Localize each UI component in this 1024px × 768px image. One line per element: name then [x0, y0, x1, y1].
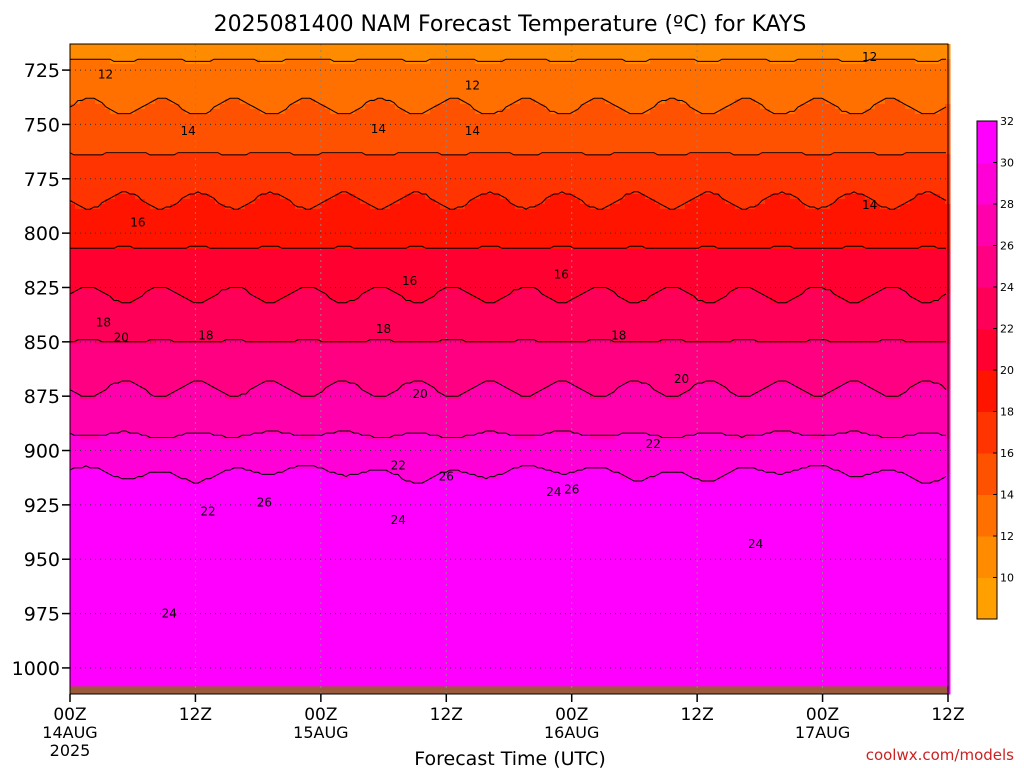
contour-26	[69, 380, 947, 397]
colorbar-label: 22	[1000, 323, 1014, 336]
colorbar-label: 30	[1000, 157, 1014, 170]
x-date-label: 16AUG	[544, 723, 599, 742]
x-axis-label: Forecast Time (UTC)	[414, 748, 605, 768]
contour-12	[70, 58, 946, 62]
x-tick-label: 12Z	[931, 705, 964, 725]
colorbar-segment	[977, 411, 997, 454]
contour-label: 24	[546, 485, 561, 499]
colorbar-label: 12	[1000, 530, 1014, 543]
y-tick-label: 975	[24, 604, 60, 626]
y-tick-label: 875	[24, 386, 60, 408]
contour-label: 24	[162, 607, 177, 621]
colorbar-label: 26	[1000, 240, 1014, 253]
colorbar-segment	[977, 204, 997, 246]
colorbar-segment	[977, 577, 997, 620]
y-tick-label: 775	[24, 169, 60, 191]
contour-24	[70, 339, 946, 343]
contour-label: 26	[439, 470, 454, 484]
contour-label: 16	[130, 215, 145, 229]
contour-label: 22	[391, 459, 406, 473]
contour-label: 20	[114, 330, 129, 344]
contour-label: 12	[98, 67, 113, 81]
ground-band	[70, 686, 948, 694]
colorbar-segment	[977, 453, 997, 495]
contour-label: 14	[862, 198, 877, 212]
x-date-label: 17AUG	[795, 723, 850, 742]
contour-label: 26	[564, 483, 579, 497]
contour-16	[69, 152, 946, 156]
y-tick-label: 900	[24, 441, 60, 463]
x-tick-label: 00Z	[806, 705, 839, 725]
y-tick-label: 850	[24, 332, 60, 354]
contour-label: 24	[391, 513, 406, 527]
contour-label: 14	[180, 124, 195, 138]
credit-text: coolwx.com/models	[866, 746, 1014, 764]
x-tick-label: 00Z	[555, 705, 588, 725]
contour-label: 16	[402, 274, 417, 288]
y-tick-label: 725	[24, 60, 60, 82]
colorbar-segment	[977, 370, 997, 412]
colorbar-segment	[977, 494, 997, 537]
contour-28	[69, 430, 946, 439]
contour-label: 14	[371, 122, 386, 136]
contour-label: 14	[465, 124, 480, 138]
contour-label: 24	[748, 537, 763, 551]
colorbar-label: 16	[1000, 447, 1014, 460]
colorbar: 10 12 14 16 18 20 22 24 26 28 30 32	[976, 115, 1014, 620]
x-tick-label: 12Z	[179, 705, 212, 725]
y-tick-label: 825	[24, 277, 60, 299]
contour-label: 22	[646, 437, 661, 451]
contour-label: 26	[257, 496, 272, 510]
y-tick-label: 750	[24, 114, 60, 136]
colorbar-segment	[977, 245, 997, 288]
colorbar-segment	[977, 536, 997, 578]
contour-label: 18	[376, 322, 391, 336]
contour-label: 18	[96, 315, 111, 329]
x-tick-label: 00Z	[53, 705, 86, 725]
axes: 725 750 775 800 825 850 875 900 925 950 975 1000 00Z…	[12, 43, 965, 760]
colorbar-segment	[977, 121, 997, 163]
colorbar-segment	[977, 328, 997, 371]
colorbar-label: 18	[1000, 406, 1014, 419]
contour-18	[69, 191, 947, 210]
contour-label: 20	[674, 372, 689, 386]
contour-14	[69, 97, 947, 115]
x-year-label: 2025	[50, 741, 91, 760]
y-tick-label: 950	[24, 549, 60, 571]
contour-label: 22	[200, 504, 215, 518]
colorbar-label: 32	[1000, 115, 1014, 128]
plot-frame	[69, 43, 949, 695]
contour-label: 12	[862, 50, 877, 64]
x-tick-label: 12Z	[681, 705, 714, 725]
x-date-label: 14AUG	[42, 723, 97, 742]
contour-label: 12	[465, 78, 480, 92]
colorbar-label: 24	[1000, 281, 1014, 294]
chart-title: 2025081400 NAM Forecast Temperature (ºC)…	[214, 12, 807, 37]
x-tick-label: 00Z	[304, 705, 337, 725]
contour-22	[69, 287, 947, 304]
y-tick-label: 925	[24, 495, 60, 517]
contour-label: 16	[554, 267, 569, 281]
colorbar-segment	[977, 162, 997, 205]
contour-20	[70, 245, 946, 249]
contour-label: 18	[198, 328, 213, 342]
colorbar-label: 14	[1000, 489, 1014, 502]
x-tick-label: 12Z	[430, 705, 463, 725]
plot-area	[70, 44, 951, 695]
colorbar-label: 28	[1000, 198, 1014, 211]
colorbar-label: 10	[1000, 572, 1014, 585]
y-tick-label: 1000	[12, 658, 60, 680]
colorbar-label: 20	[1000, 364, 1014, 377]
colorbar-segment	[977, 287, 997, 329]
contour-label: 18	[611, 328, 626, 342]
contour-label: 20	[413, 387, 428, 401]
contour-30	[69, 465, 947, 484]
y-tick-label: 800	[24, 223, 60, 245]
x-date-label: 15AUG	[293, 723, 348, 742]
